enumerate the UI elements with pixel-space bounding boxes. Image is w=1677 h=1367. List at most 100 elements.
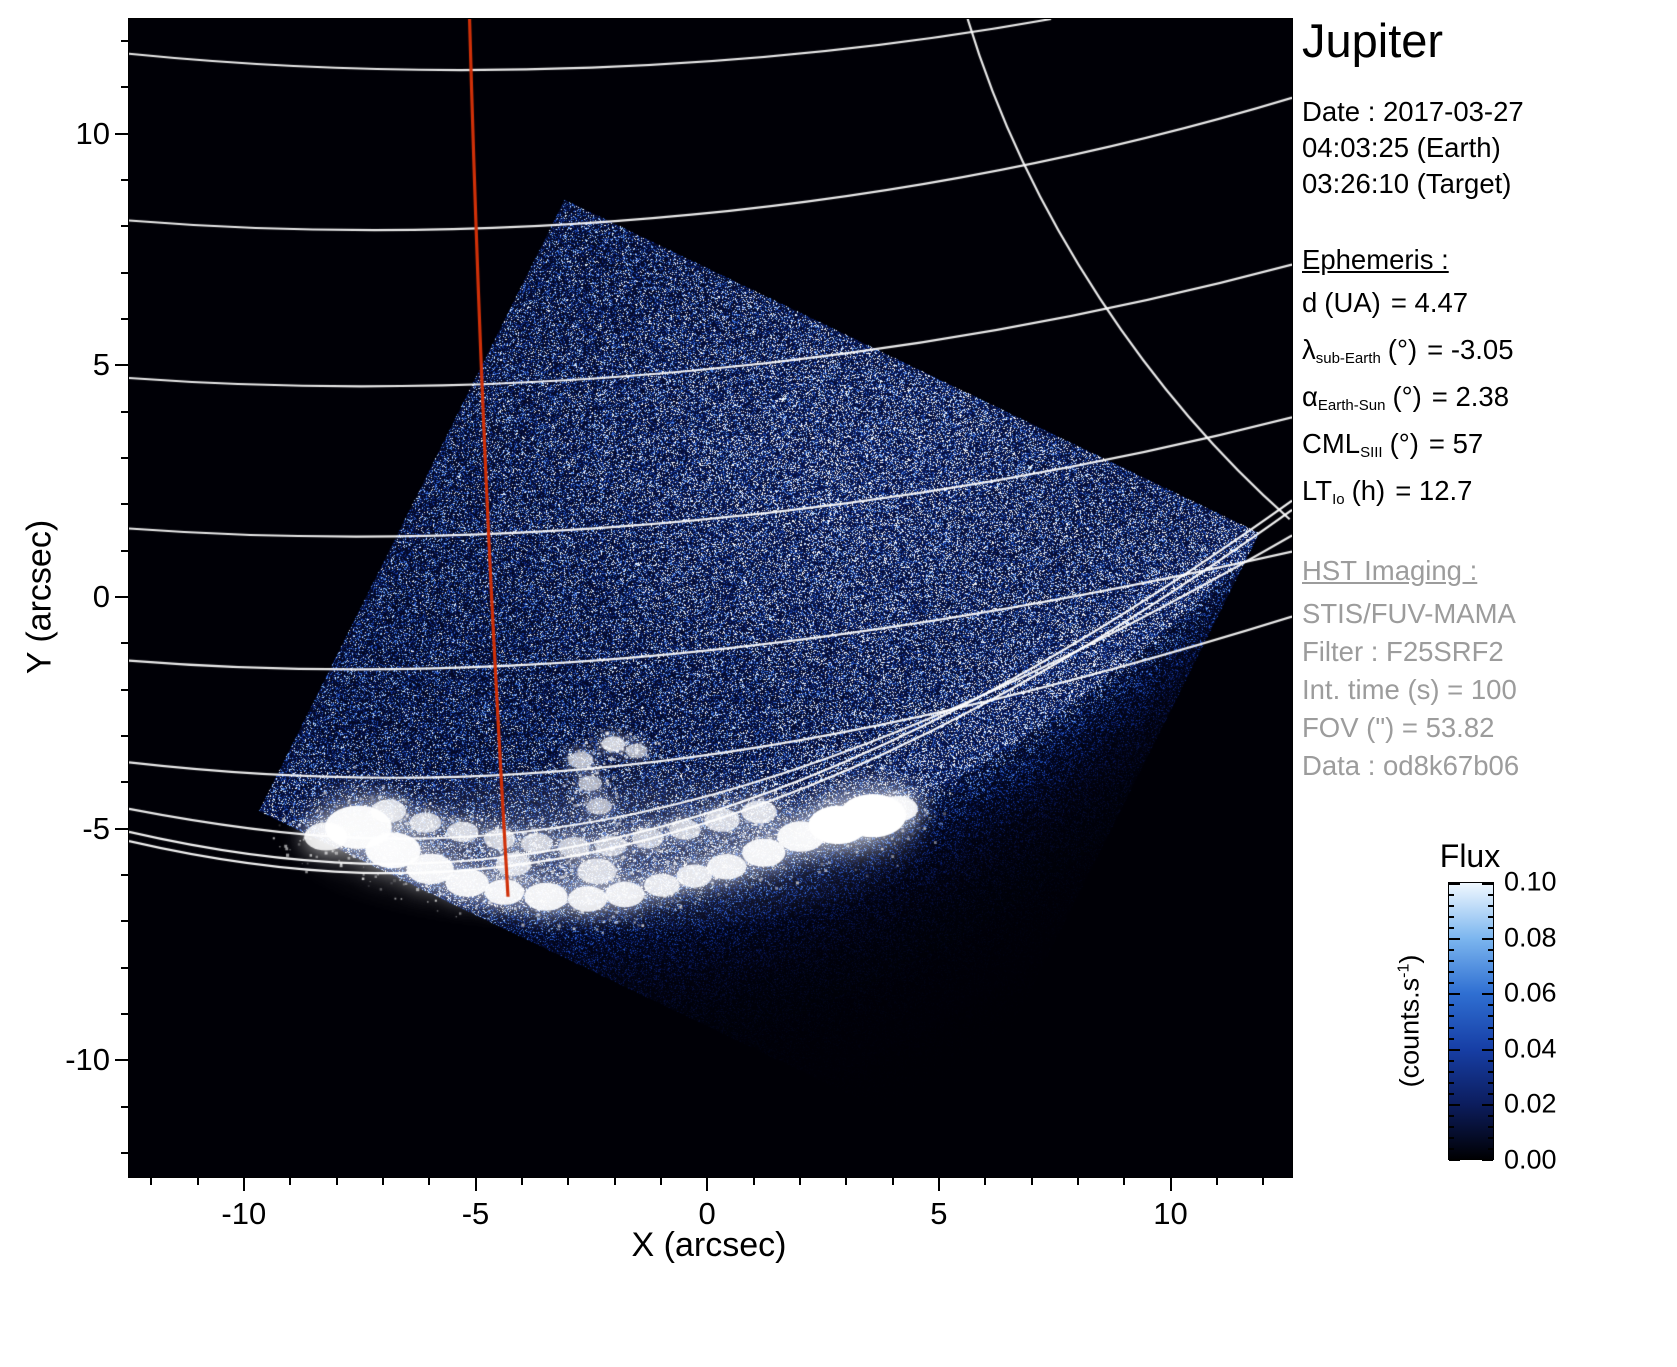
obs-date: Date : 2017-03-27: [1302, 94, 1674, 130]
y-minor-tick: [121, 179, 128, 181]
y-minor-tick: [121, 503, 128, 505]
colorbar-minor-tick: [1449, 960, 1454, 962]
x-minor-tick: [799, 1178, 801, 1185]
colorbar-minor-tick: [1488, 1115, 1493, 1117]
x-minor-tick: [289, 1178, 291, 1185]
colorbar-minor-tick: [1449, 949, 1454, 951]
colorbar-major-tick: [1482, 1104, 1493, 1106]
y-tick-label: 10: [18, 116, 110, 152]
info-panel: Jupiter Date : 2017-03-27 04:03:25 (Eart…: [1302, 12, 1674, 785]
colorbar-minor-tick: [1488, 949, 1493, 951]
colorbar-minor-tick: [1488, 927, 1493, 929]
y-minor-tick: [121, 735, 128, 737]
hst-int-time: Int. time (s) = 100: [1302, 671, 1674, 709]
colorbar-minor-tick: [1488, 1093, 1493, 1095]
colorbar-minor-tick: [1449, 1126, 1454, 1128]
x-minor-tick: [336, 1178, 338, 1185]
y-minor-tick: [121, 689, 128, 691]
colorbar-minor-tick: [1449, 1148, 1454, 1150]
y-minor-tick: [121, 225, 128, 227]
hst-filter: Filter : F25SRF2: [1302, 633, 1674, 671]
colorbar-minor-tick: [1449, 1115, 1454, 1117]
colorbar-minor-tick: [1488, 1038, 1493, 1040]
x-major-tick: [938, 1178, 940, 1191]
ephemeris-header: Ephemeris :: [1302, 242, 1674, 278]
x-minor-tick: [382, 1178, 384, 1185]
colorbar-minor-tick: [1488, 1071, 1493, 1073]
y-major-tick: [115, 1059, 128, 1061]
colorbar-major-tick: [1482, 1159, 1493, 1161]
x-major-tick: [1170, 1178, 1172, 1191]
hst-data-id: Data : od8k67b06: [1302, 747, 1674, 785]
ephemeris-table: d (UA) = 4.47 λsub-Earth (°) = -3.05 αEarth-…: [1302, 284, 1674, 519]
y-minor-tick: [121, 642, 128, 644]
obs-time-earth: 04:03:25 (Earth): [1302, 130, 1674, 166]
ephemeris-row-distance: d (UA) = 4.47: [1302, 284, 1674, 331]
y-minor-tick: [121, 1106, 128, 1108]
sky-image-canvas: [128, 18, 1293, 1178]
colorbar-minor-tick: [1488, 971, 1493, 973]
colorbar-major-tick: [1449, 1104, 1460, 1106]
y-major-tick: [115, 133, 128, 135]
colorbar-major-tick: [1482, 1049, 1493, 1051]
colorbar-minor-tick: [1488, 894, 1493, 896]
colorbar-minor-tick: [1449, 1027, 1454, 1029]
colorbar-tick-label: 0.10: [1504, 867, 1557, 898]
colorbar-minor-tick: [1488, 1126, 1493, 1128]
colorbar-major-tick: [1449, 1159, 1460, 1161]
x-major-tick: [243, 1178, 245, 1191]
colorbar-minor-tick: [1449, 927, 1454, 929]
y-minor-tick: [121, 781, 128, 783]
colorbar-minor-tick: [1488, 960, 1493, 962]
x-minor-tick: [567, 1178, 569, 1185]
y-minor-tick: [121, 272, 128, 274]
colorbar-major-tick: [1482, 993, 1493, 995]
colorbar-major-tick: [1449, 993, 1460, 995]
x-tick-label: 10: [1153, 1196, 1187, 1232]
colorbar-minor-tick: [1449, 1038, 1454, 1040]
target-title: Jupiter: [1302, 12, 1674, 70]
colorbar-minor-tick: [1449, 1060, 1454, 1062]
colorbar-unit-label: (counts.s-1): [1395, 955, 1426, 1088]
y-minor-tick: [121, 1013, 128, 1015]
colorbar-minor-tick: [1449, 1137, 1454, 1139]
colorbar-minor-tick: [1449, 916, 1454, 918]
x-minor-tick: [1262, 1178, 1264, 1185]
x-minor-tick: [1031, 1178, 1033, 1185]
colorbar-minor-tick: [1449, 1004, 1454, 1006]
x-minor-tick: [753, 1178, 755, 1185]
colorbar-minor-tick: [1488, 1027, 1493, 1029]
colorbar-minor-tick: [1449, 894, 1454, 896]
x-major-tick: [475, 1178, 477, 1191]
y-minor-tick: [121, 920, 128, 922]
y-minor-tick: [121, 967, 128, 969]
x-minor-tick: [521, 1178, 523, 1185]
hst-fov: FOV (") = 53.82: [1302, 709, 1674, 747]
x-minor-tick: [984, 1178, 986, 1185]
colorbar-minor-tick: [1449, 1071, 1454, 1073]
colorbar-minor-tick: [1488, 916, 1493, 918]
x-minor-tick: [150, 1178, 152, 1185]
y-tick-label: 0: [18, 579, 110, 615]
hst-imaging-block: HST Imaging : STIS/FUV-MAMA Filter : F25…: [1302, 553, 1674, 785]
x-minor-tick: [1123, 1178, 1125, 1185]
y-minor-tick: [121, 86, 128, 88]
colorbar-minor-tick: [1449, 1015, 1454, 1017]
colorbar-major-tick: [1482, 883, 1493, 885]
x-tick-label: 0: [699, 1196, 716, 1232]
figure-page: X (arcsec) Y (arcsec) -10 -5 0 5 10 -10 -5 0 5 10…: [0, 0, 1677, 1367]
colorbar-tick-label: 0.02: [1504, 1089, 1557, 1120]
y-major-tick: [115, 364, 128, 366]
ephemeris-row-phase-angle: αEarth-Sun (°) = 2.38: [1302, 378, 1674, 425]
colorbar-tick-label: 0.08: [1504, 922, 1557, 953]
y-minor-tick: [121, 318, 128, 320]
x-minor-tick: [660, 1178, 662, 1185]
observation-block: Date : 2017-03-27 04:03:25 (Earth) 03:26…: [1302, 94, 1674, 202]
colorbar-minor-tick: [1488, 1004, 1493, 1006]
y-major-tick: [115, 828, 128, 830]
x-tick-label: -10: [221, 1196, 266, 1232]
colorbar-tick-label: 0.04: [1504, 1033, 1557, 1064]
colorbar-minor-tick: [1488, 905, 1493, 907]
colorbar-minor-tick: [1449, 905, 1454, 907]
y-tick-label: 5: [18, 347, 110, 383]
